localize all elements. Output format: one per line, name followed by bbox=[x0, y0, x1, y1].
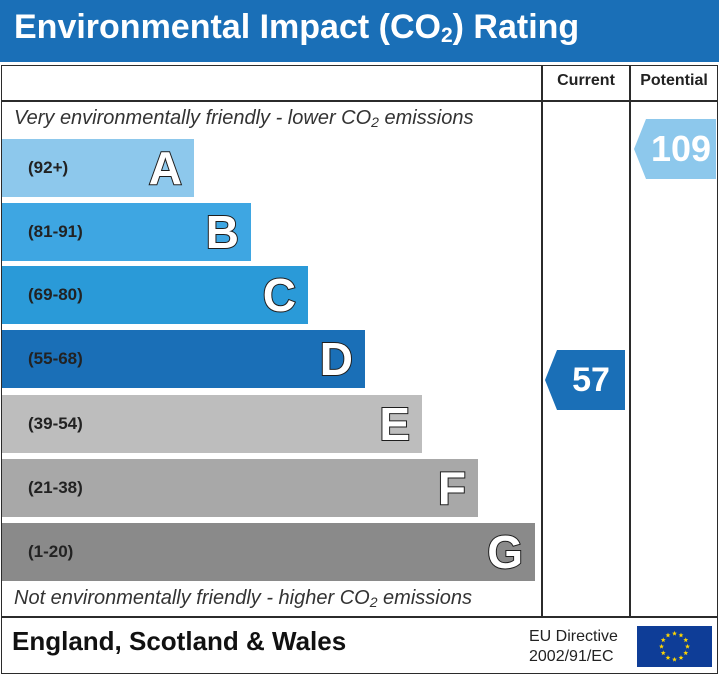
current-rating-marker: 57 bbox=[545, 350, 625, 410]
eu-star bbox=[660, 637, 666, 643]
title-bar: Environmental Impact (CO2) Rating bbox=[0, 0, 719, 62]
column-current-header: Current bbox=[557, 72, 615, 89]
rating-frame bbox=[1, 65, 718, 674]
country-label: England, Scotland & Wales bbox=[12, 626, 347, 656]
band-range-label: (69-80) bbox=[28, 285, 83, 304]
divider-current bbox=[541, 65, 543, 617]
band-letter: G bbox=[486, 525, 524, 579]
band-a: (92+) A bbox=[2, 139, 194, 197]
band-letter: D bbox=[319, 332, 354, 386]
footer-divider bbox=[1, 616, 718, 618]
eu-directive-label: EU Directive bbox=[529, 628, 618, 645]
potential-rating-value: 109 bbox=[650, 128, 712, 169]
divider-potential bbox=[629, 65, 631, 617]
band-range-label: (1-20) bbox=[28, 542, 74, 561]
eu-star bbox=[685, 643, 690, 649]
band-b: (81-91) B bbox=[2, 203, 251, 261]
band-e: (39-54) E bbox=[2, 395, 422, 453]
current-marker-shape bbox=[545, 350, 625, 410]
top-note: Very environmentally friendly - lower CO… bbox=[14, 107, 474, 130]
band-range-label: (81-91) bbox=[28, 222, 83, 241]
page-title: Environmental Impact (CO2) Rating bbox=[14, 8, 580, 47]
band-range-label: (55-68) bbox=[28, 349, 83, 368]
band-letter: A bbox=[148, 141, 183, 195]
potential-rating-marker: 109 bbox=[634, 119, 716, 179]
eu-star bbox=[678, 655, 684, 660]
bottom-note: Not environmentally friendly - higher CO… bbox=[14, 587, 472, 610]
eu-star bbox=[678, 632, 684, 638]
eu-star bbox=[672, 656, 677, 662]
band-d: (55-68) D bbox=[2, 330, 365, 388]
eu-star bbox=[683, 637, 689, 643]
eu-star bbox=[683, 650, 689, 656]
band-letter: E bbox=[378, 397, 411, 451]
column-potential-header: Potential bbox=[640, 72, 708, 89]
band-range-label: (39-54) bbox=[28, 414, 83, 433]
band-range-label: (92+) bbox=[28, 158, 69, 177]
band-letter: C bbox=[262, 268, 297, 322]
eu-flag-icon bbox=[637, 626, 712, 667]
header-divider bbox=[1, 100, 718, 102]
current-rating-value: 57 bbox=[572, 361, 610, 399]
eu-star bbox=[659, 643, 664, 649]
band-g: (1-20) G bbox=[2, 523, 535, 581]
band-range-label: (21-38) bbox=[28, 478, 83, 497]
band-letter: F bbox=[437, 461, 467, 515]
band-f: (21-38) F bbox=[2, 459, 478, 517]
eu-directive-number: 2002/91/EC bbox=[529, 648, 614, 665]
band-c: (69-80) C bbox=[2, 266, 308, 324]
eu-star bbox=[660, 650, 666, 656]
band-letter: B bbox=[205, 205, 240, 259]
eu-star bbox=[665, 655, 671, 660]
eu-star bbox=[672, 630, 677, 636]
potential-marker-shape bbox=[634, 119, 716, 179]
eu-star bbox=[665, 632, 671, 638]
